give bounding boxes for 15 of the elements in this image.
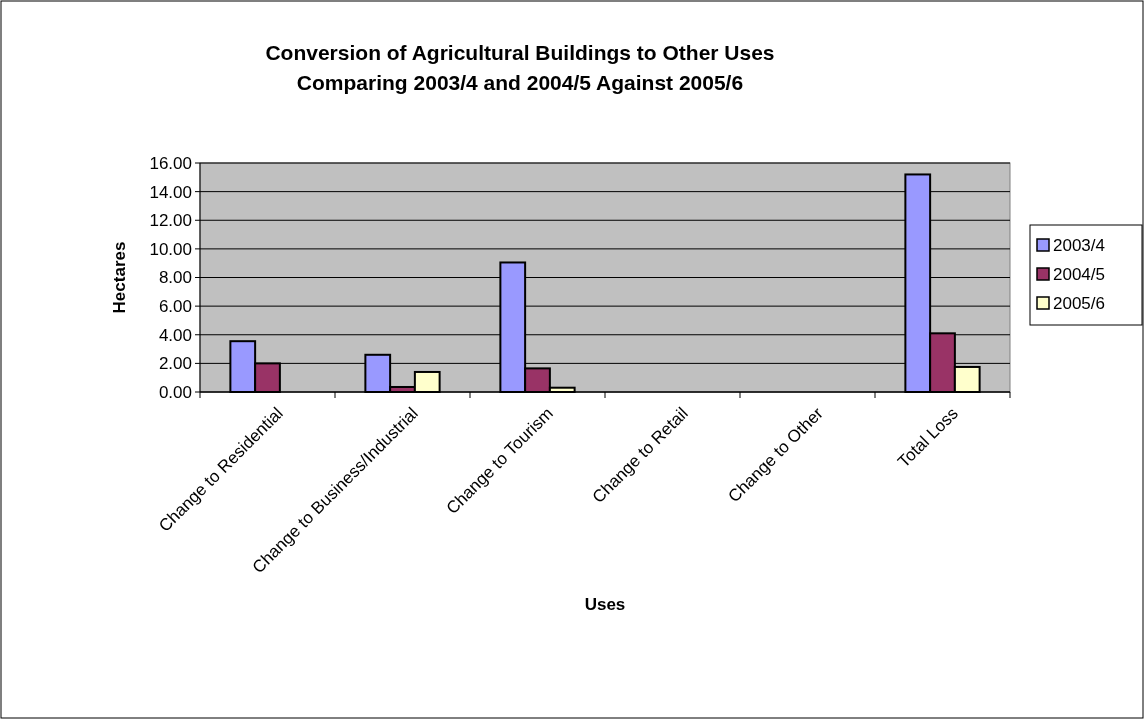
y-tick-label: 8.00 — [158, 268, 192, 288]
y-tick-label: 12.00 — [149, 211, 192, 231]
legend-label: 2004/5 — [1053, 264, 1105, 284]
y-tick-label: 14.00 — [149, 182, 192, 202]
y-tick-label: 6.00 — [158, 297, 192, 317]
legend-label: 2005/6 — [1053, 293, 1105, 313]
y-tick-label: 16.00 — [149, 153, 192, 173]
y-tick-label: 2.00 — [158, 354, 192, 374]
y-tick-label: 4.00 — [158, 325, 192, 345]
legend-label: 2003/4 — [1053, 235, 1105, 255]
y-tick-label: 0.00 — [158, 382, 192, 402]
chart-title: Conversion of Agricultural Buildings to Other Uses Comparing 2003/4 and 2004/5 Against 2005/6 — [265, 41, 775, 94]
x-axis-title: Uses — [584, 595, 626, 614]
y-axis-title: Hectares — [110, 241, 129, 314]
y-tick-label: 10.00 — [149, 239, 192, 259]
